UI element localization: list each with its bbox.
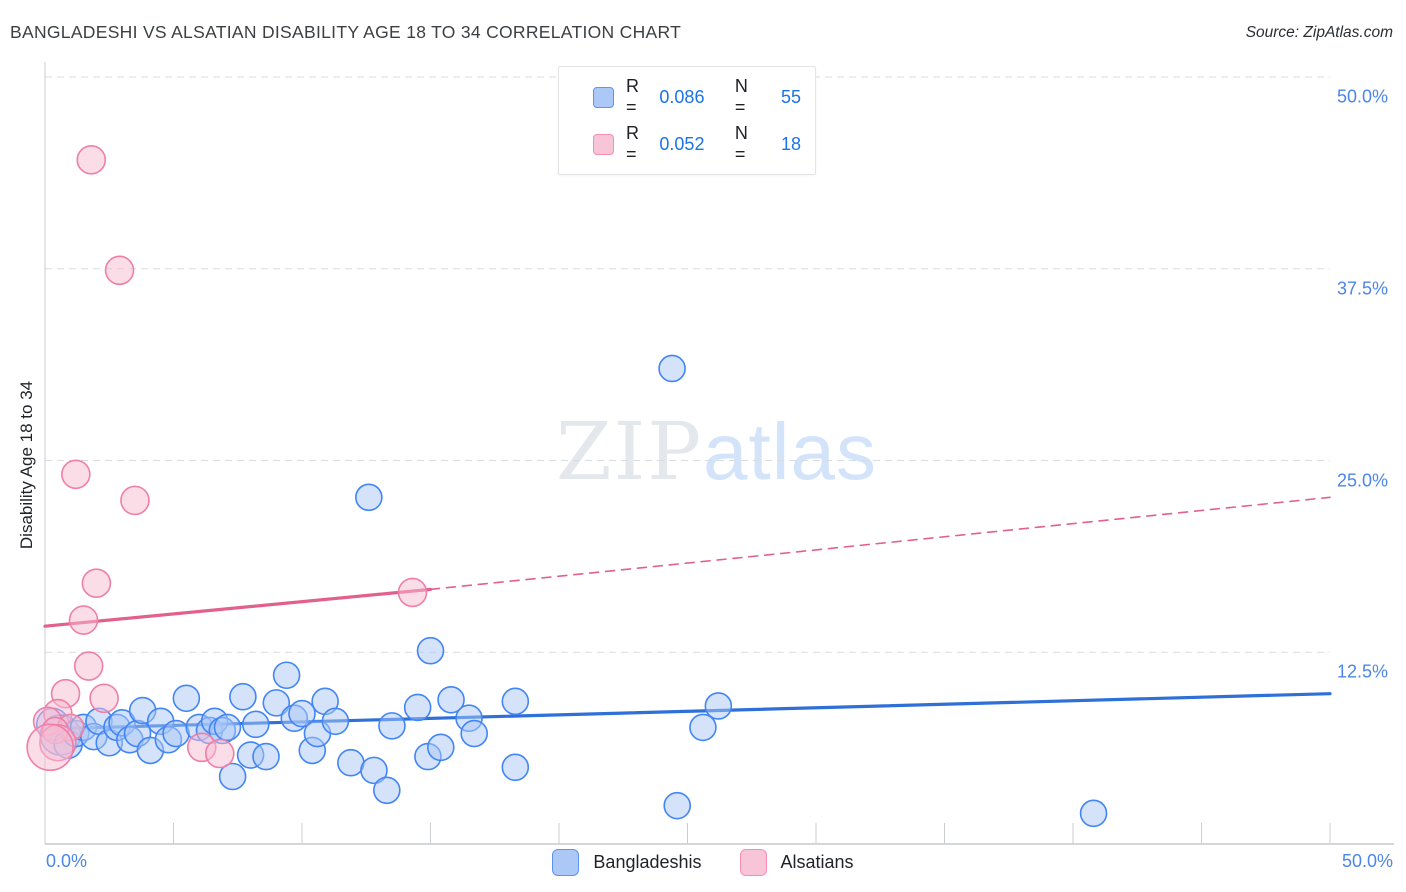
scatter-point-bangladeshis[interactable]	[172, 684, 201, 713]
scatter-point-bangladeshis[interactable]	[355, 483, 383, 512]
scatter-point-bangladeshis[interactable]	[337, 748, 365, 777]
scatter-point-bangladeshis[interactable]	[360, 756, 388, 785]
r-label: R =	[626, 76, 639, 117]
scatter-point-bangladeshis[interactable]	[162, 719, 190, 748]
scatter-point-bangladeshis[interactable]	[213, 713, 242, 742]
scatter-point-alsatians[interactable]	[397, 577, 428, 608]
scatter-point-bangladeshis[interactable]	[426, 733, 455, 762]
scatter-point-bangladeshis[interactable]	[1079, 799, 1108, 828]
y-tick-label: 37.5%	[1337, 278, 1389, 299]
legend-row-alsatians: R = 0.052 N = 18	[593, 123, 801, 165]
n-label: N =	[734, 123, 748, 164]
alsatians-legend-label: Alsatians	[780, 852, 854, 872]
scatter-point-alsatians[interactable]	[73, 651, 104, 681]
n-value-alsatians: 18	[780, 133, 801, 154]
source-attribution: Source: ZipAtlas.com	[1245, 24, 1393, 41]
legend-item-bangladeshis[interactable]: Bangladeshis	[552, 849, 702, 876]
n-label: N =	[734, 76, 748, 117]
alsatians-legend-swatch-icon	[739, 849, 767, 876]
scatter-point-bangladeshis[interactable]	[321, 707, 350, 736]
legend-row-bangladeshis: R = 0.086 N = 55	[593, 76, 801, 118]
scatter-point-bangladeshis[interactable]	[663, 791, 692, 820]
page-title: BANGLADESHI VS ALSATIAN DISABILITY AGE 1…	[10, 22, 682, 42]
scatter-point-bangladeshis[interactable]	[437, 686, 465, 714]
scatter-point-bangladeshis[interactable]	[272, 661, 301, 690]
scatter-point-bangladeshis[interactable]	[658, 354, 686, 383]
alsatians-trendline-solid	[43, 587, 433, 628]
series-legend: Bangladeshis Alsatians	[0, 849, 1406, 876]
scatter-point-bangladeshis[interactable]	[262, 689, 291, 717]
bangladeshis-legend-label: Bangladeshis	[593, 852, 702, 872]
alsatians-swatch-icon	[593, 133, 614, 155]
r-label: R =	[626, 123, 639, 164]
legend-item-alsatians[interactable]: Alsatians	[739, 849, 854, 876]
scatter-point-alsatians[interactable]	[204, 738, 235, 769]
scatter-point-bangladeshis[interactable]	[501, 753, 530, 782]
scatter-point-bangladeshis[interactable]	[218, 762, 247, 791]
scatter-point-alsatians[interactable]	[68, 605, 99, 635]
scatter-point-alsatians[interactable]	[76, 145, 107, 175]
zipatlas-watermark: ZIPatlas	[556, 412, 877, 492]
scatter-point-bangladeshis[interactable]	[252, 742, 280, 771]
scatter-point-bangladeshis[interactable]	[460, 719, 488, 748]
scatter-point-bangladeshis[interactable]	[416, 636, 445, 665]
y-tick-label: 12.5%	[1337, 661, 1389, 682]
scatter-point-alsatians[interactable]	[26, 723, 74, 772]
scatter-point-bangladeshis[interactable]	[288, 699, 316, 728]
scatter-point-bangladeshis[interactable]	[501, 687, 530, 716]
scatter-point-alsatians[interactable]	[81, 568, 112, 599]
y-tick-label: 50.0%	[1337, 86, 1389, 107]
watermark-zip-text: ZIP	[556, 405, 704, 498]
alsatians-trendline-dashed	[429, 496, 1331, 591]
watermark-atlas-text: atlas	[703, 407, 877, 496]
scatter-point-alsatians[interactable]	[89, 683, 119, 714]
scatter-point-bangladeshis[interactable]	[373, 776, 401, 805]
r-value-bangladeshis: 0.086	[659, 86, 705, 107]
scatter-point-bangladeshis[interactable]	[378, 712, 406, 740]
scatter-point-bangladeshis[interactable]	[229, 682, 257, 711]
bangladeshis-legend-swatch-icon	[552, 849, 580, 876]
bangladeshis-swatch-icon	[593, 86, 614, 108]
scatter-point-alsatians[interactable]	[120, 485, 150, 516]
r-value-alsatians: 0.052	[659, 133, 705, 154]
scatter-point-alsatians[interactable]	[104, 255, 135, 286]
scatter-point-bangladeshis[interactable]	[704, 692, 733, 720]
correlation-legend-box: R = 0.086 N = 55 R = 0.052 N = 18	[558, 66, 816, 175]
scatter-point-bangladeshis[interactable]	[689, 713, 717, 742]
scatter-point-bangladeshis[interactable]	[241, 710, 270, 739]
x-axis-max-label: 50.0%	[1341, 851, 1393, 871]
y-tick-label: 25.0%	[1337, 470, 1389, 490]
scatter-point-alsatians[interactable]	[61, 459, 91, 490]
n-value-bangladeshis: 55	[780, 86, 801, 107]
x-axis-min-label: 0.0%	[46, 851, 88, 871]
scatter-point-bangladeshis[interactable]	[403, 693, 432, 722]
